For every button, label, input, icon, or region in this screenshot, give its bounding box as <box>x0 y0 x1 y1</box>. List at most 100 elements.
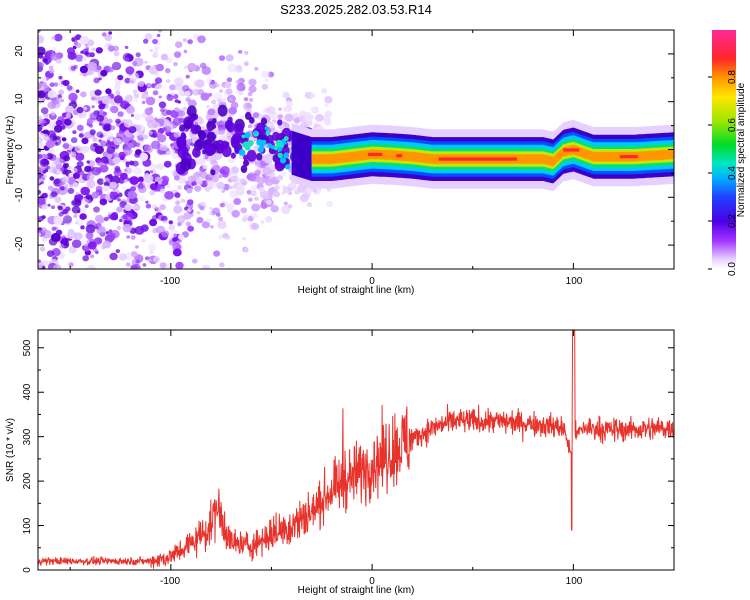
noise-dot <box>79 72 83 76</box>
noise-dot <box>111 211 118 218</box>
band-blob <box>277 119 283 126</box>
noise-dot <box>91 191 100 199</box>
noise-dot <box>154 46 159 51</box>
band-blob <box>272 131 280 141</box>
noise-dot <box>137 183 144 190</box>
noise-dot <box>254 66 259 71</box>
noise-dot <box>101 32 107 37</box>
noise-dot <box>75 221 79 225</box>
noise-dot <box>43 174 47 178</box>
snr-xtick-label: 100 <box>566 576 583 587</box>
noise-dot <box>226 203 235 211</box>
noise-dot <box>265 215 273 223</box>
noise-dot <box>117 74 124 81</box>
noise-dot <box>208 81 218 89</box>
noise-dot <box>96 114 105 122</box>
band-hot-spot <box>244 132 251 139</box>
noise-dot <box>38 260 44 269</box>
noise-dot <box>183 65 188 70</box>
noise-dot <box>187 39 193 45</box>
band-hot-spot <box>265 130 271 136</box>
noise-dot <box>101 95 112 105</box>
noise-dot <box>86 160 91 164</box>
noise-dot <box>247 124 252 129</box>
noise-dot <box>246 189 252 195</box>
noise-dot <box>196 216 204 224</box>
noise-dot <box>123 119 133 128</box>
noise-dot <box>94 237 103 245</box>
noise-dot <box>117 177 126 184</box>
snr-x-axis-label: Height of straight line (km) <box>298 585 415 596</box>
noise-dot <box>127 190 137 199</box>
noise-dot <box>79 65 88 74</box>
noise-dot <box>307 114 314 120</box>
noise-dot <box>241 179 248 186</box>
noise-dot <box>53 82 59 87</box>
band-hot-spot <box>285 164 291 170</box>
noise-dot <box>173 233 177 237</box>
noise-dot <box>117 111 124 117</box>
noise-dot <box>125 66 135 75</box>
noise-dot <box>99 198 108 206</box>
noise-dot <box>248 97 254 102</box>
noise-dot <box>78 133 84 138</box>
noise-dot <box>151 204 157 210</box>
noise-dot <box>93 77 100 84</box>
noise-dot <box>262 177 268 183</box>
noise-dot <box>113 95 123 104</box>
noise-dot <box>239 114 245 120</box>
noise-dot <box>149 170 154 174</box>
noise-dot <box>181 84 190 92</box>
noise-dot <box>91 105 95 109</box>
noise-dot <box>91 47 96 52</box>
noise-dot <box>133 167 143 176</box>
noise-dot <box>38 53 44 59</box>
noise-dot <box>230 175 239 183</box>
noise-dot <box>152 133 158 138</box>
noise-dot <box>277 175 284 181</box>
noise-dot <box>210 159 218 167</box>
band-blob <box>195 139 203 148</box>
band-blob <box>248 116 255 124</box>
noise-dot <box>216 84 220 87</box>
noise-dot <box>80 238 90 247</box>
band-hot-spot <box>283 152 290 159</box>
noise-dot <box>173 51 182 58</box>
snr-line-group <box>38 330 674 569</box>
noise-dot <box>132 61 138 66</box>
spectrogram-ytick-label: 10 <box>14 93 25 105</box>
noise-dot <box>65 113 72 119</box>
noise-dot <box>159 142 169 152</box>
noise-dot <box>174 192 181 198</box>
noise-dot <box>170 143 174 147</box>
noise-dot <box>292 112 299 118</box>
noise-dot <box>170 109 179 118</box>
noise-dot <box>143 38 149 44</box>
band-hot-spot <box>277 152 283 159</box>
noise-dot <box>116 225 122 230</box>
noise-dot <box>260 202 268 210</box>
band-blob <box>243 154 248 161</box>
noise-dot <box>156 33 161 38</box>
noise-dot <box>54 34 60 40</box>
band-blob <box>192 147 201 158</box>
noise-dot <box>105 142 112 148</box>
noise-dot <box>229 185 234 190</box>
noise-dot <box>98 103 106 110</box>
noise-dot <box>135 142 141 147</box>
noise-dot <box>122 186 126 190</box>
noise-dot <box>130 186 136 192</box>
noise-dot <box>49 133 57 141</box>
noise-dot <box>143 174 154 183</box>
noise-dot <box>310 93 316 99</box>
noise-dot <box>38 154 43 159</box>
band-blob <box>212 123 217 129</box>
spectrogram-x-axis-label: Height of straight line (km) <box>298 285 415 296</box>
noise-dot <box>68 262 74 268</box>
noise-dot <box>217 234 224 240</box>
noise-dot <box>174 107 180 112</box>
noise-dot <box>209 207 214 211</box>
noise-dot <box>119 155 125 161</box>
noise-dot <box>124 94 134 103</box>
line-core-segment <box>619 155 638 159</box>
